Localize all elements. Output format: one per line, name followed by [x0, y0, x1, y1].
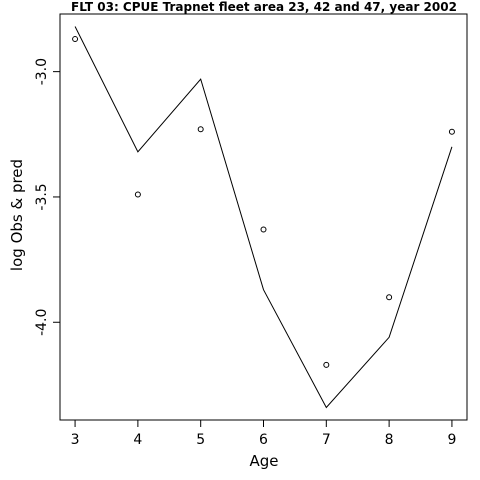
x-tick-label: 6: [259, 432, 268, 448]
y-tick-label: -3.5: [34, 183, 50, 210]
observed-point: [134, 191, 141, 198]
observed-point: [197, 126, 204, 133]
x-axis: 3 4 5 6 7 8 9: [71, 420, 456, 448]
y-axis: -3.0 -3.5 -4.0: [34, 58, 60, 336]
observed-point: [260, 226, 267, 233]
observed-point: [72, 36, 79, 43]
x-tick-label: 3: [71, 432, 80, 448]
y-axis-label: log Obs & pred: [8, 159, 26, 271]
x-tick-label: 7: [322, 432, 331, 448]
x-tick-label: 5: [196, 432, 205, 448]
x-tick-label: 9: [447, 432, 456, 448]
observed-point: [386, 294, 393, 301]
x-tick-label: 4: [133, 432, 142, 448]
y-tick-label: -4.0: [34, 309, 50, 336]
predicted-line: [74, 26, 453, 409]
observed-point: [323, 361, 330, 368]
plot-frame: [59, 13, 468, 421]
x-axis-label: Age: [249, 452, 278, 470]
chart-title: FLT 03: CPUE Trapnet fleet area 23, 42 a…: [71, 0, 457, 14]
y-tick-label: -3.0: [34, 58, 50, 85]
x-tick-label: 8: [385, 432, 394, 448]
series-layer: [72, 26, 455, 409]
observed-point: [448, 128, 455, 135]
